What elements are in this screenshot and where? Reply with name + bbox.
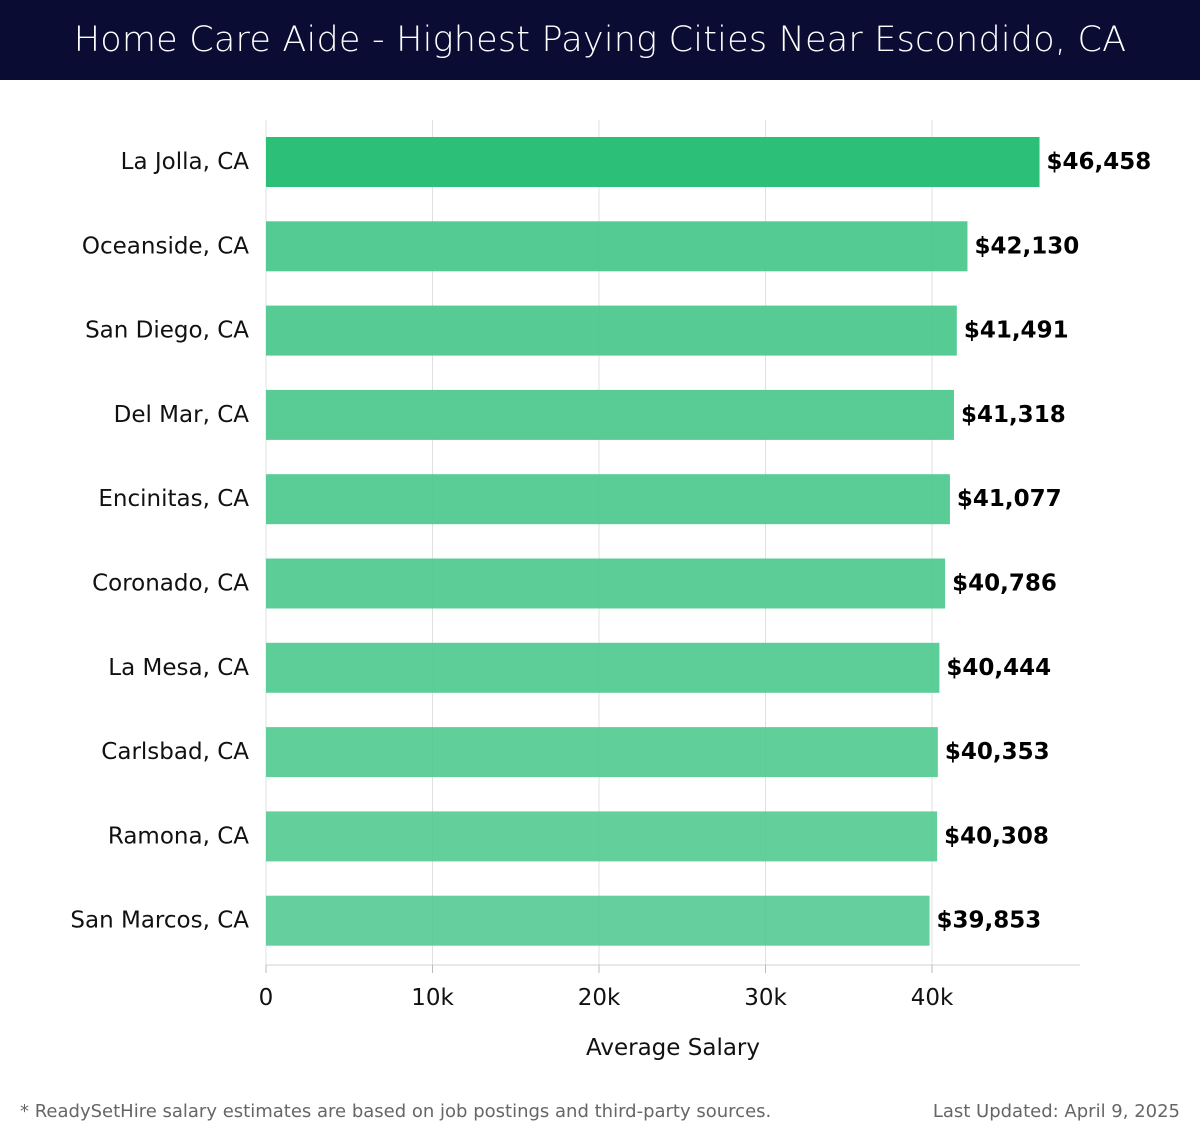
category-label: Ramona, CA <box>108 823 249 849</box>
category-label: Del Mar, CA <box>114 402 250 428</box>
x-axis: 0 10k 20k 30k 40k Average Salary <box>259 964 1080 1061</box>
bar <box>266 727 938 778</box>
category-label: Oceanside, CA <box>82 233 249 259</box>
chart-title: Home Care Aide - Highest Paying Cities N… <box>73 20 1127 60</box>
bar <box>266 221 968 272</box>
value-label: $40,353 <box>945 739 1050 765</box>
value-label: $40,786 <box>952 571 1057 597</box>
bar <box>266 137 1040 187</box>
x-tick-label: 10k <box>411 985 454 1011</box>
footer-note: * ReadySetHire salary estimates are base… <box>20 1101 772 1122</box>
value-label: $46,458 <box>1047 149 1152 175</box>
value-label: $41,077 <box>957 486 1062 512</box>
bars <box>266 137 1040 946</box>
footer-updated: Last Updated: April 9, 2025 <box>932 1101 1180 1122</box>
bar <box>266 389 954 440</box>
category-label: Carlsbad, CA <box>101 739 249 765</box>
value-label: $42,130 <box>974 233 1079 259</box>
bar <box>266 895 930 946</box>
value-label: $40,444 <box>946 655 1051 681</box>
category-label: La Jolla, CA <box>121 149 250 175</box>
value-labels: $46,458 $42,130 $41,491 $41,318 $41,077 $40,7… <box>937 149 1152 934</box>
category-label: San Marcos, CA <box>70 908 249 934</box>
category-label: Coronado, CA <box>92 571 249 597</box>
bar <box>266 811 938 862</box>
category-labels: La Jolla, CA Oceanside, CA San Diego, CA De… <box>70 149 249 934</box>
category-label: Encinitas, CA <box>98 486 249 512</box>
category-label: La Mesa, CA <box>108 655 249 681</box>
x-axis-title: Average Salary <box>586 1035 760 1061</box>
bar <box>266 474 950 525</box>
bar <box>266 642 940 693</box>
x-tick-label: 40k <box>911 985 954 1011</box>
value-label: $39,853 <box>937 908 1042 934</box>
category-label: San Diego, CA <box>85 318 249 344</box>
value-label: $41,491 <box>964 318 1069 344</box>
value-label: $40,308 <box>944 823 1049 849</box>
bar-chart: La Jolla, CA Oceanside, CA San Diego, CA De… <box>70 120 1152 1061</box>
x-tick-label: 0 <box>259 985 274 1011</box>
x-tick-label: 30k <box>744 985 787 1011</box>
value-label: $41,318 <box>961 402 1066 428</box>
x-tick-label: 20k <box>578 985 621 1011</box>
chart-header: Home Care Aide - Highest Paying Cities N… <box>0 0 1200 80</box>
bar <box>266 305 957 356</box>
bar <box>266 558 946 609</box>
